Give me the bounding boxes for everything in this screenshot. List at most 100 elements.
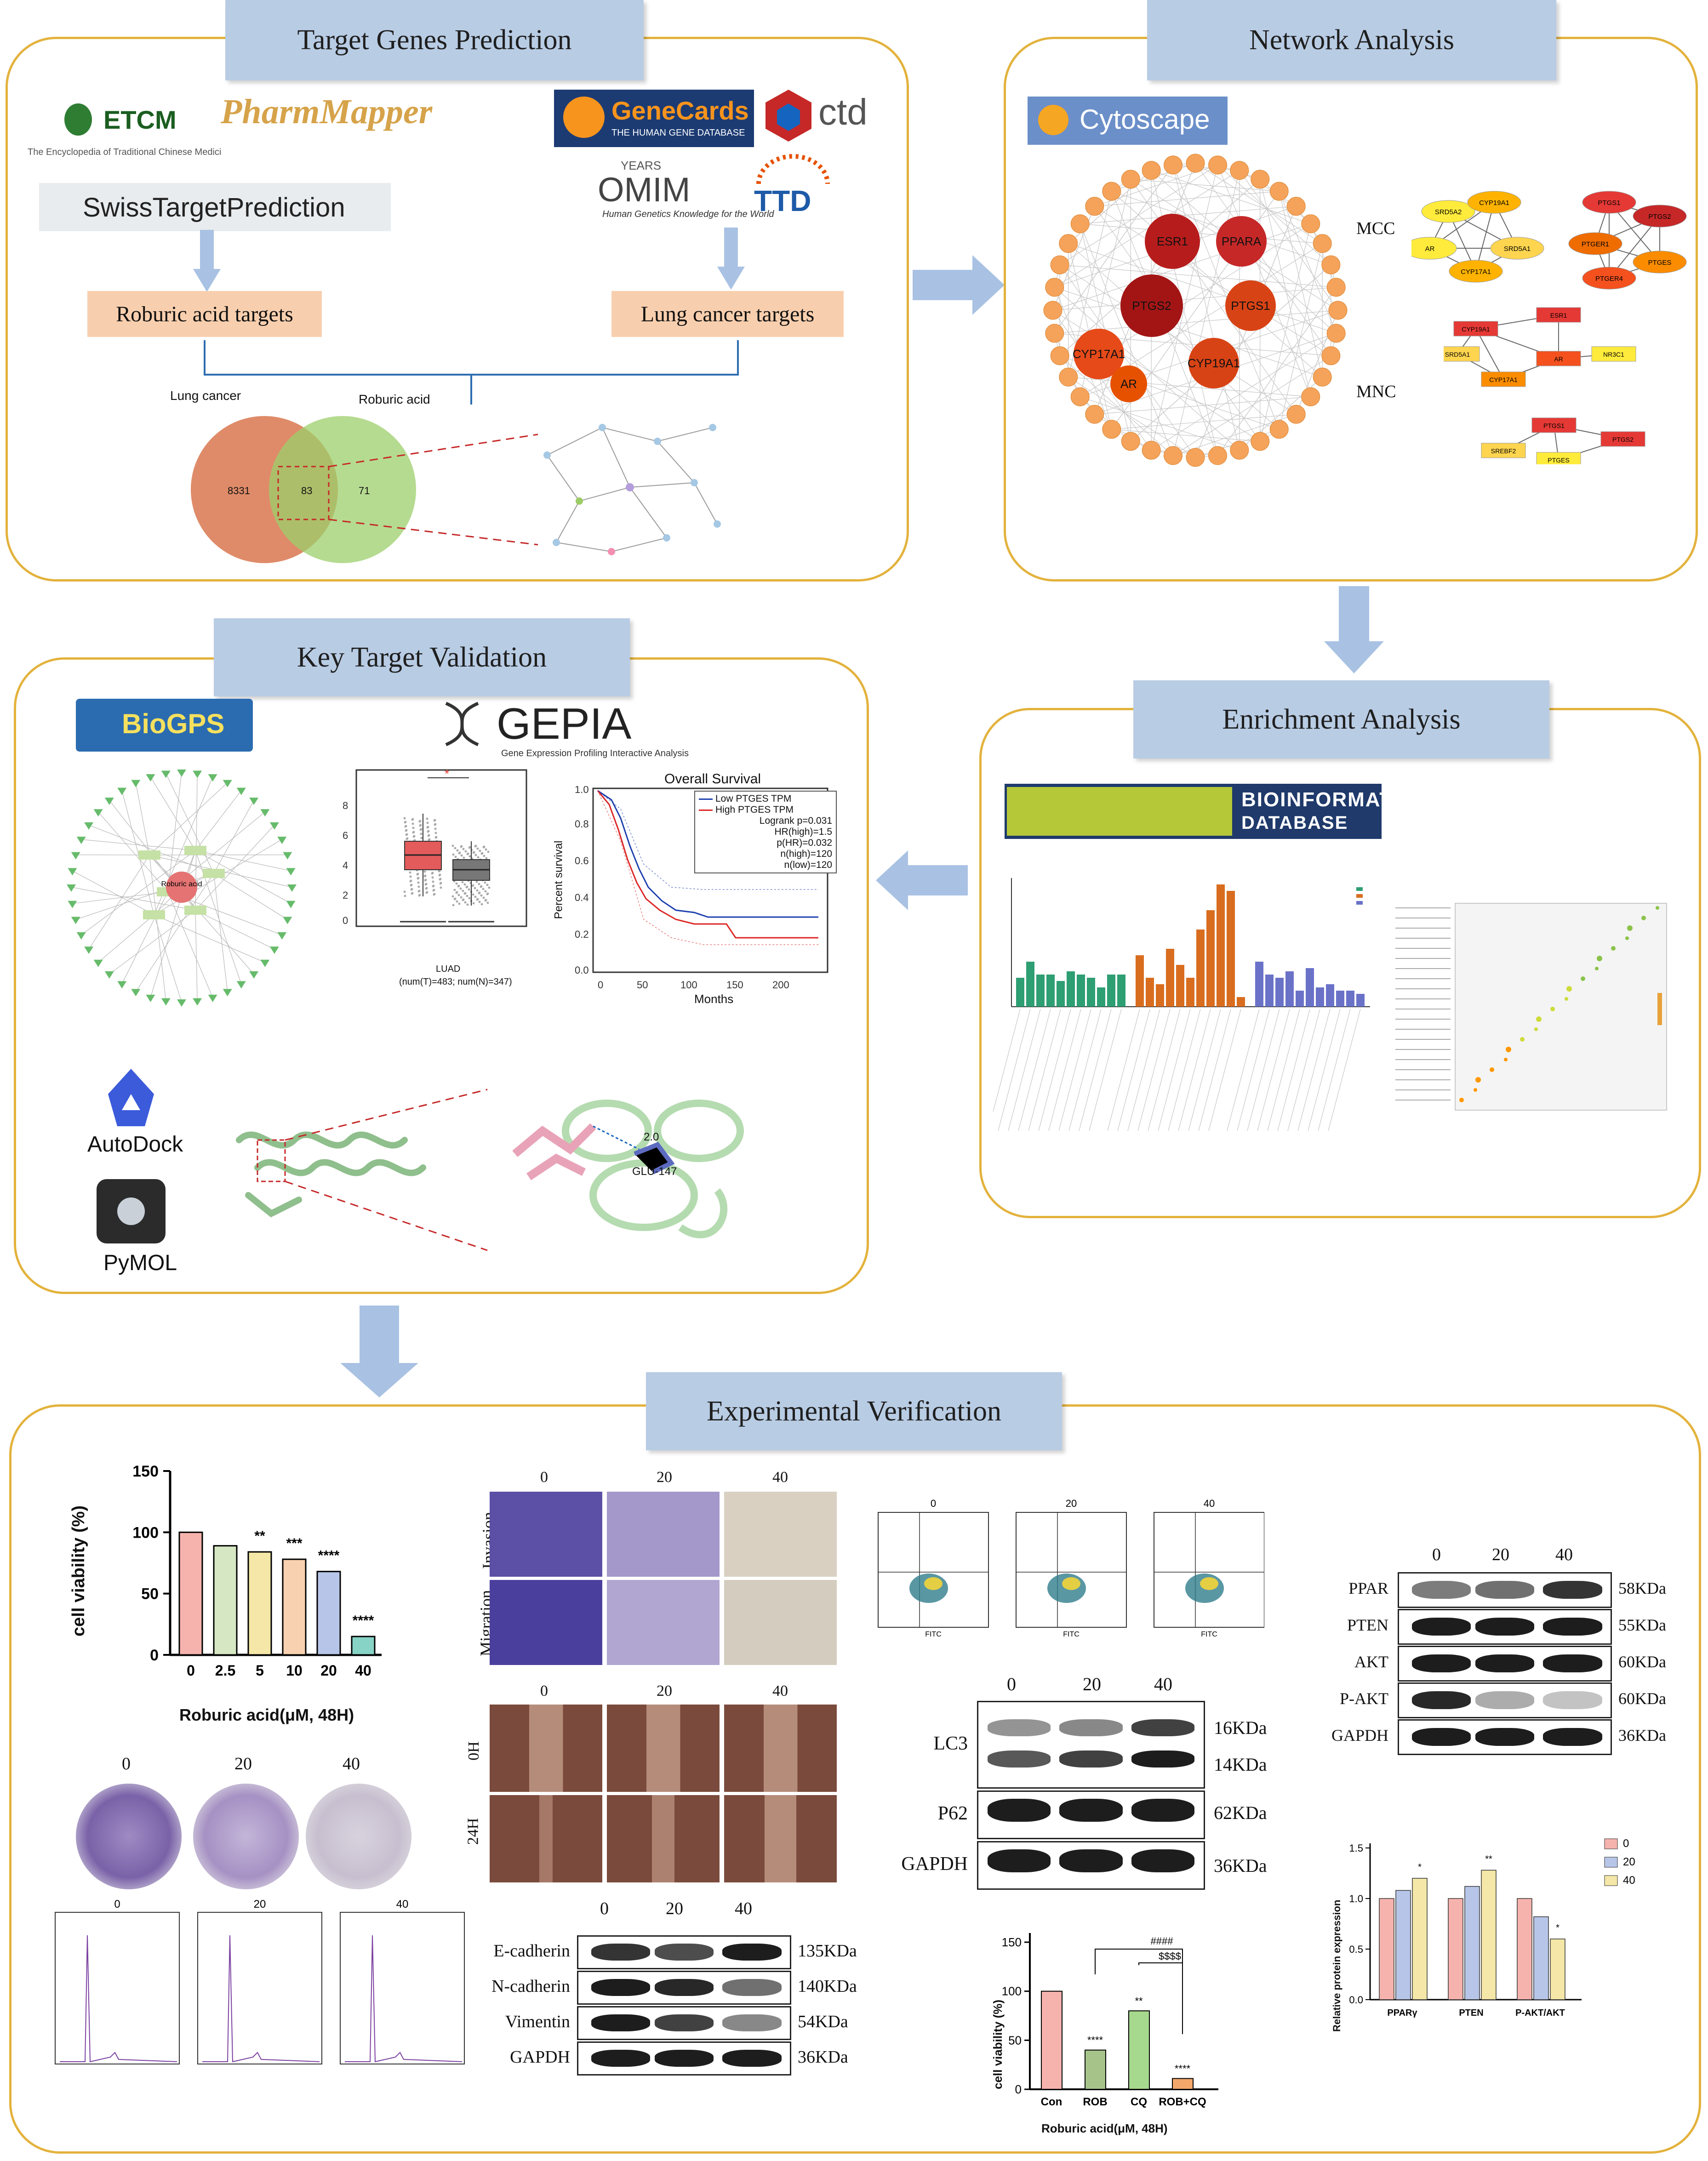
herb-edge — [72, 891, 168, 904]
herb-edge — [81, 850, 196, 935]
mnc-subnetworks: CYP19A1 ESR1 SRD5A1 AR NR3C1 CYP17A1 PTGS1 PTGS… — [1444, 307, 1645, 464]
tumor-sample-dot — [433, 889, 435, 891]
go-term-label — [1237, 1009, 1270, 1131]
rel-legend-swatch — [1604, 1857, 1618, 1868]
normal-sample-dot — [484, 890, 487, 893]
tumor-sample-dot — [428, 834, 430, 837]
tumor-sample-dot — [417, 872, 419, 875]
ppi-edge — [1052, 287, 1337, 311]
blot-label: PTEN — [1347, 1616, 1388, 1634]
disease-node — [223, 780, 232, 787]
normal-sample-dot — [466, 903, 469, 906]
normal-sample-dot — [464, 892, 467, 895]
ppi-edge — [1172, 170, 1240, 456]
herb-edge — [109, 910, 196, 975]
tumor-sample-dot — [423, 870, 426, 873]
mcc-node — [1633, 205, 1687, 228]
blot-strip — [577, 2006, 791, 2040]
go-term-label — [1178, 1009, 1211, 1131]
experiment-title: Experimental Verification — [646, 1372, 1062, 1450]
normal-sample-dot — [472, 893, 474, 896]
cq-bracket-label: #### — [1151, 1935, 1174, 1947]
down-arrow-experiment — [340, 1306, 418, 1397]
blot-band — [1059, 1799, 1123, 1822]
go-term-label — [1079, 1009, 1112, 1131]
ppi-edge — [1260, 179, 1311, 224]
rel-significance: * — [1418, 1862, 1422, 1872]
kegg-dot — [1475, 1077, 1481, 1083]
tumor-sample-dot — [439, 878, 442, 880]
lc3-dose-40: 40 — [1154, 1674, 1172, 1694]
blot-band — [722, 2049, 782, 2067]
wound-image — [724, 1795, 837, 1882]
go-bar — [1046, 975, 1055, 1007]
normal-sample-dot — [456, 891, 458, 894]
blot-label: GAPDH — [510, 2047, 570, 2067]
wound-0h-label: 0H — [465, 1741, 482, 1761]
dna-icon — [563, 97, 605, 138]
viability-significance: *** — [286, 1536, 302, 1551]
blot-kda: 135KDa — [798, 1941, 857, 1961]
disease-node — [71, 917, 80, 924]
hub-node — [1110, 365, 1147, 402]
tumor-sample-dot — [428, 838, 431, 841]
ppi-node — [1045, 278, 1064, 297]
cq-bracket — [1138, 1962, 1183, 2034]
disease-node — [76, 932, 86, 940]
transwell-dose-0: 0 — [540, 1469, 548, 1486]
go-term-label — [1089, 1009, 1122, 1131]
kegg-dot — [1490, 1067, 1494, 1072]
blot-band — [654, 1979, 714, 1996]
protein-docking-view — [236, 1089, 744, 1251]
mcc-node — [1490, 237, 1544, 260]
flow-dose-label: 20 — [1066, 1498, 1077, 1509]
flow-x-label: FITC — [925, 1631, 942, 1638]
herb-edge — [167, 891, 213, 998]
cq-bar — [1041, 1990, 1063, 2090]
herb-edge — [195, 910, 198, 1001]
transwell-image — [724, 1580, 837, 1665]
mcc-node — [1582, 191, 1636, 214]
go-bar — [1166, 949, 1174, 1007]
swiss-box — [39, 183, 391, 231]
normal-sample-dot — [463, 856, 465, 859]
disease-node — [161, 998, 171, 1006]
blot-kda: 60KDa — [1618, 1653, 1666, 1671]
ctd-label: ctd — [818, 91, 868, 132]
pymol-sphere-icon — [117, 1197, 145, 1225]
go-bar — [1275, 978, 1284, 1007]
key-target-title: Key Target Validation — [214, 618, 630, 696]
blot-band — [1131, 1719, 1195, 1736]
go-term-label — [1038, 1009, 1071, 1131]
km-ylabel: Percent survival — [552, 840, 565, 919]
ppi-node — [1313, 234, 1332, 253]
down-arrow-left — [193, 230, 221, 292]
mnc-node-label: NR3C1 — [1603, 351, 1624, 358]
go-term-label — [1117, 1009, 1150, 1131]
ppi-edge — [1068, 243, 1280, 430]
normal-sample-dot — [451, 844, 454, 847]
ppi-edge — [1080, 223, 1323, 244]
blot-strip — [577, 1935, 791, 1969]
tumor-sample-dot — [434, 823, 437, 826]
go-bar — [1316, 987, 1324, 1007]
tumor-sample-dot — [418, 894, 421, 896]
blot-band — [1131, 1750, 1195, 1768]
go-legend-swatch — [1356, 894, 1363, 898]
tumor-sample-dot — [431, 872, 434, 874]
blot-band — [1542, 1691, 1602, 1710]
normal-sample-dot — [458, 851, 461, 854]
km-stat: Logrank p=0.031 — [759, 815, 832, 826]
rel-legend-label: 0 — [1623, 1837, 1629, 1850]
ppi-node — [1301, 214, 1320, 234]
herb-edge — [71, 887, 196, 911]
venn-overlap-count: 83 — [301, 485, 313, 496]
biogps-logo — [76, 699, 253, 752]
tumor-sample-dot — [409, 871, 411, 874]
herb-edge — [72, 870, 154, 915]
normal-sample-dot — [468, 888, 470, 891]
ppi-edge — [1217, 165, 1311, 397]
mnc-edge — [1475, 328, 1504, 380]
tumor-sample-dot — [411, 888, 413, 890]
go-bar — [1097, 987, 1105, 1007]
